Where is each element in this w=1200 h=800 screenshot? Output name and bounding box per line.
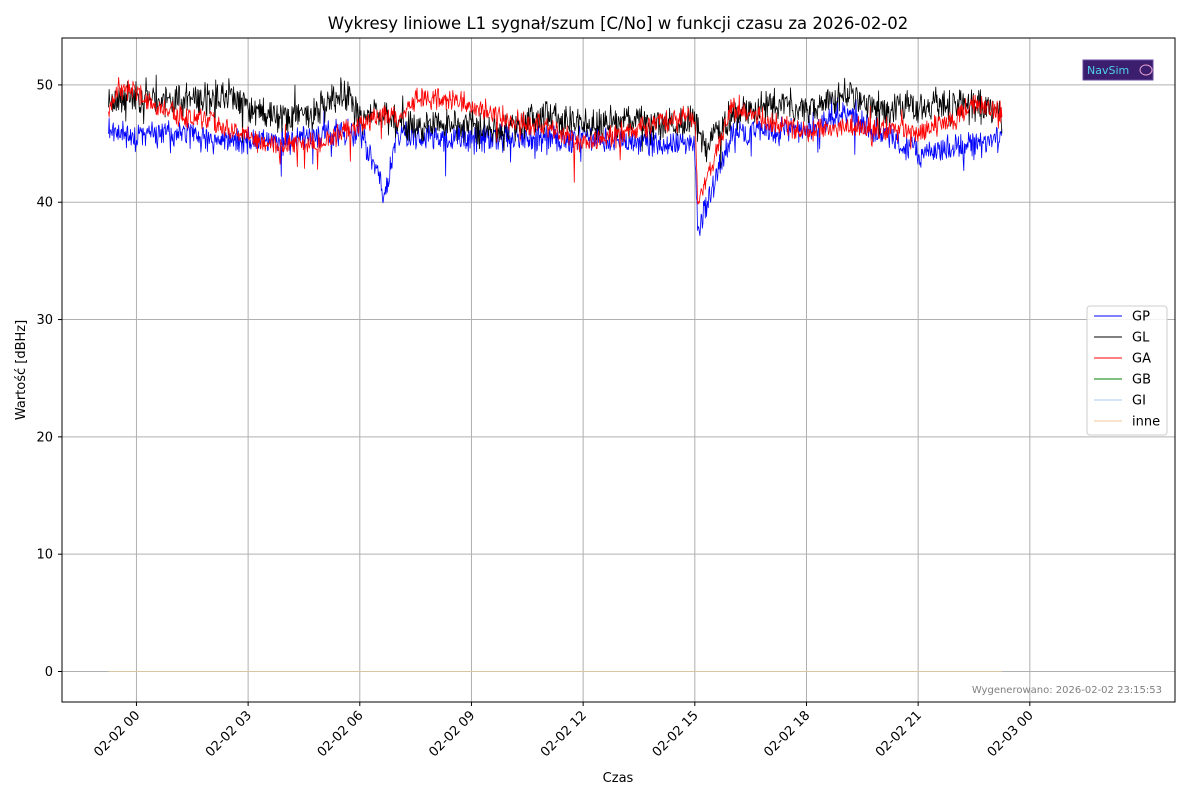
- x-tick-label: 02-02 21: [873, 708, 925, 760]
- y-tick-label: 20: [36, 430, 53, 445]
- y-tick-label: 0: [45, 665, 53, 680]
- x-tick-label: 02-02 00: [91, 708, 143, 760]
- y-tick-label: 40: [36, 196, 53, 211]
- x-tick-label: 02-02 18: [761, 708, 813, 760]
- series-line-gl: [108, 74, 1003, 169]
- y-tick-label: 50: [36, 78, 53, 93]
- x-axis-label: Czas: [603, 771, 634, 786]
- logo-text: NavSim: [1087, 64, 1129, 77]
- y-axis: 0 10 20 30 40 50: [36, 78, 62, 680]
- y-axis-label: Wartość [dBHz]: [14, 320, 29, 420]
- y-tick-label: 30: [36, 313, 53, 328]
- x-tick-label: 02-02 12: [538, 708, 590, 760]
- x-tick-label: 02-02 15: [650, 708, 702, 760]
- chart-title: Wykresy liniowe L1 sygnał/szum [C/No] w …: [328, 14, 909, 33]
- x-tick-label: 02-02 09: [426, 708, 478, 760]
- series-lines: [108, 74, 1003, 672]
- legend-label-gb: GB: [1132, 373, 1151, 388]
- legend-label-gp: GP: [1132, 310, 1150, 325]
- x-tick-label: 02-02 06: [315, 708, 367, 760]
- legend: GP GL GA GB GI inne: [1086, 305, 1168, 436]
- navsim-logo: NavSim: [1082, 59, 1154, 81]
- x-axis: 02-02 00 02-02 03 02-02 06 02-02 09 02-02 12…: [91, 702, 1037, 760]
- plot-area: [61, 37, 1176, 703]
- legend-label-gl: GL: [1132, 331, 1150, 346]
- x-tick-label: 02-02 03: [203, 708, 255, 760]
- legend-label-gi: GI: [1132, 394, 1146, 409]
- generated-timestamp: Wygenerowano: 2026-02-02 23:15:53: [972, 685, 1162, 696]
- y-tick-label: 10: [36, 548, 53, 563]
- legend-label-ga: GA: [1132, 352, 1151, 367]
- series-line-ga: [108, 77, 1003, 205]
- legend-label-inne: inne: [1132, 415, 1160, 430]
- x-tick-label: 02-03 00: [985, 708, 1037, 760]
